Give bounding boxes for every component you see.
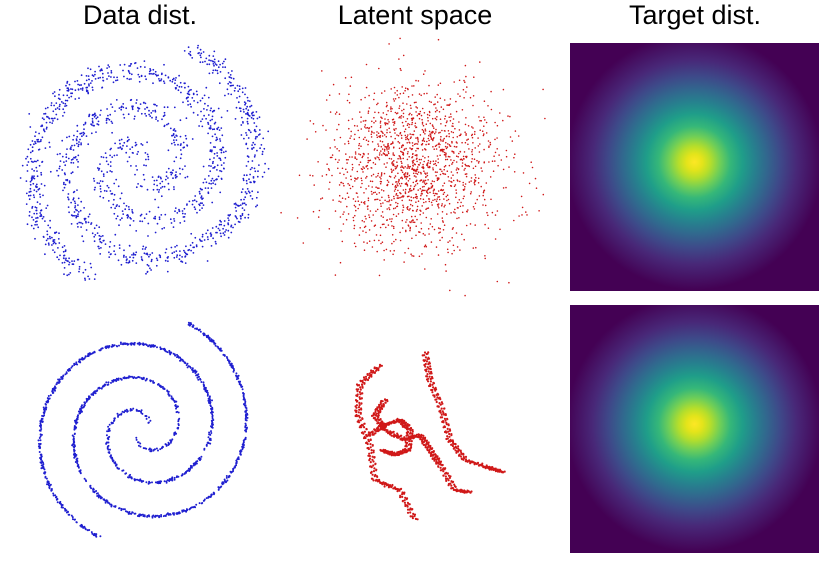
clean-spiral-points	[37, 321, 249, 538]
column-title-target-dist: Target dist.	[628, 0, 762, 30]
data-dist-noisy-spiral-plot	[19, 44, 270, 281]
noisy-spiral-points	[19, 44, 270, 281]
column-title-data-dist: Data dist.	[82, 0, 198, 30]
latent-curves-points	[354, 351, 506, 521]
target-dist-heatmap-bottom	[570, 305, 819, 553]
target-dist-heatmap-top	[570, 43, 819, 291]
clean-spiral	[37, 321, 249, 538]
latent-space-folded-curves-plot	[354, 351, 506, 521]
data-dist-clean-spiral-plot	[37, 321, 249, 538]
noisy-spiral	[19, 44, 270, 281]
latent-scatter-points	[280, 37, 546, 297]
latent-curves	[354, 351, 506, 521]
latent-scatter	[280, 37, 546, 297]
latent-space-scatter-plot	[280, 37, 546, 297]
column-title-latent-space: Latent space	[337, 0, 493, 30]
